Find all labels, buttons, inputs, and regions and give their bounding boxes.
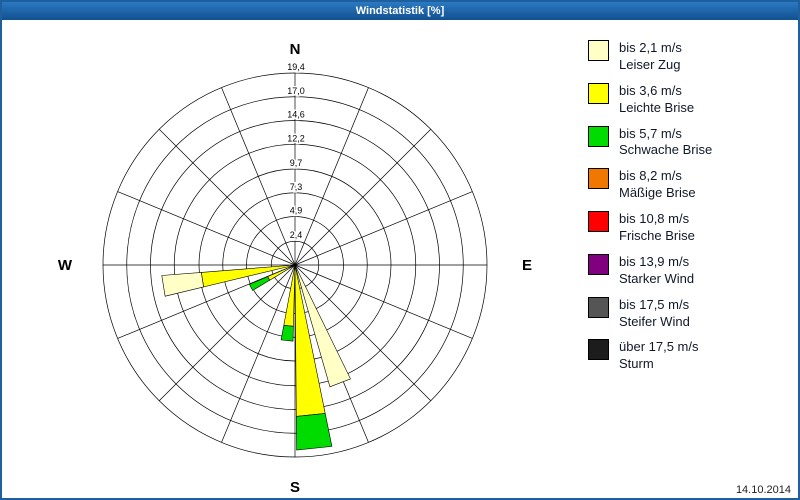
titlebar: Windstatistik [%] — [2, 2, 798, 20]
grid-spoke — [158, 264, 296, 402]
radial-axis-label: 7,3 — [290, 182, 303, 192]
legend-item-maessige_brise: bis 8,2 m/s Mäßige Brise — [588, 168, 793, 202]
radial-axis-label: 12,2 — [287, 133, 305, 143]
grid-spoke — [294, 128, 432, 266]
legend-name-label: Leichte Brise — [619, 99, 695, 115]
legend-name-label: Mäßige Brise — [619, 185, 696, 201]
date-label: 14.10.2014 — [735, 484, 791, 496]
chart-client-area: 2,4 4,9 7,3 9,7 12,2 14,6 17,0 19,4 N E S W bis 2,1… — [2, 20, 798, 498]
legend-swatch-sturm — [588, 339, 609, 361]
legend-swatch-schwache_brise — [588, 125, 609, 147]
wind-petal-segment-leichte_brise — [200, 264, 296, 288]
legend-item-leiser_zug: bis 2,1 m/s Leiser Zug — [588, 40, 793, 74]
legend-swatch-maessige_brise — [588, 168, 609, 190]
compass-label-s: S — [290, 479, 300, 496]
legend-speed-label: bis 5,7 m/s — [619, 125, 682, 141]
legend-label-starker_wind: bis 13,9 m/s Starker Wind — [619, 254, 694, 288]
radial-axis-label: 14,6 — [287, 110, 305, 120]
wind-petal-segment-schwache_brise — [295, 413, 333, 451]
legend-name-label: Frische Brise — [619, 228, 695, 244]
grid-spoke — [158, 128, 296, 266]
legend-name-label: Starker Wind — [619, 270, 695, 286]
compass-label-e: E — [522, 257, 532, 274]
grid-spoke — [221, 264, 296, 443]
legend-label-leiser_zug: bis 2,1 m/s Leiser Zug — [619, 40, 682, 74]
compass-label-n: N — [290, 41, 301, 58]
legend-label-maessige_brise: bis 8,2 m/s Mäßige Brise — [619, 168, 696, 202]
legend-speed-label: über 17,5 m/s — [619, 339, 699, 355]
legend-item-sturm: über 17,5 m/s Sturm — [588, 339, 793, 373]
grid-spoke — [294, 87, 369, 266]
legend-speed-label: bis 13,9 m/s — [619, 253, 690, 269]
legend-label-steifer_wind: bis 17,5 m/s Steifer Wind — [619, 297, 690, 331]
legend-swatch-leiser_zug — [588, 40, 609, 61]
wind-petal-segment-schwache_brise — [280, 324, 294, 342]
legend-item-schwache_brise: bis 5,7 m/s Schwache Brise — [588, 125, 793, 160]
grid-spoke — [221, 87, 296, 266]
legend-swatch-steifer_wind — [588, 296, 609, 318]
legend-label-frische_brise: bis 10,8 m/s Frische Brise — [619, 211, 695, 245]
radial-axis-label: 4,9 — [290, 206, 303, 216]
legend-item-leichte_brise: bis 3,6 m/s Leichte Brise — [588, 82, 793, 117]
wind-petal-segment-schwache_brise — [248, 276, 270, 291]
legend-label-leichte_brise: bis 3,6 m/s Leichte Brise — [619, 83, 694, 117]
legend-speed-label: bis 17,5 m/s — [619, 296, 690, 312]
wind-petal-segment-leiser_zug — [294, 264, 351, 388]
legend: bis 2,1 m/s Leiser Zug bis 3,6 m/s Leichte … — [588, 40, 793, 382]
legend-name-label: Sturm — [619, 356, 654, 372]
legend-item-starker_wind: bis 13,9 m/s Starker Wind — [588, 253, 793, 288]
window-title: Windstatistik [%] — [355, 5, 445, 17]
grid-spoke — [294, 191, 473, 266]
legend-item-steifer_wind: bis 17,5 m/s Steifer Wind — [588, 296, 793, 331]
legend-speed-label: bis 8,2 m/s — [619, 168, 682, 184]
grid-spoke — [294, 264, 473, 339]
legend-speed-label: bis 3,6 m/s — [619, 82, 682, 98]
legend-name-label: Steifer Wind — [619, 313, 690, 329]
legend-name-label: Leiser Zug — [619, 56, 681, 72]
legend-item-frische_brise: bis 10,8 m/s Frische Brise — [588, 211, 793, 245]
grid-spoke — [117, 191, 296, 266]
legend-label-sturm: über 17,5 m/s Sturm — [619, 339, 699, 373]
legend-label-schwache_brise: bis 5,7 m/s Schwache Brise — [619, 126, 712, 160]
legend-swatch-frische_brise — [588, 211, 609, 233]
radial-axis-label: 17,0 — [287, 86, 305, 96]
radial-axis-label: 9,7 — [290, 158, 303, 168]
compass-label-w: W — [58, 257, 73, 274]
legend-swatch-leichte_brise — [588, 82, 609, 104]
legend-speed-label: bis 10,8 m/s — [619, 211, 690, 227]
legend-name-label: Schwache Brise — [619, 142, 713, 158]
wind-rose-plot: 2,4 4,9 7,3 9,7 12,2 14,6 17,0 19,4 N E S W — [58, 41, 532, 496]
legend-swatch-starker_wind — [588, 253, 609, 275]
radial-axis-label: 19,4 — [287, 62, 305, 72]
grid-spoke — [294, 264, 432, 402]
radial-axis-label: 2,4 — [290, 230, 303, 240]
wind-petal-segment-leiser_zug — [161, 272, 204, 297]
legend-speed-label: bis 2,1 m/s — [619, 40, 682, 55]
